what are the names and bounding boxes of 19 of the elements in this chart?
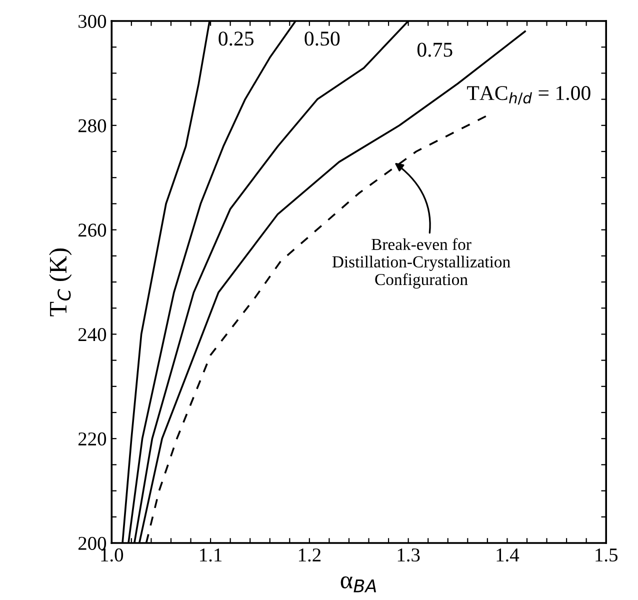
x-tick-label: 1.0	[101, 548, 124, 562]
annotation: 0.75	[417, 42, 452, 57]
y-tick-label: 200	[78, 536, 106, 550]
x-tick-label: 1.2	[298, 548, 321, 562]
annotation: Break-even for Distillation-Crystallization Configuration	[332, 238, 510, 289]
x-tick-label: 1.5	[596, 548, 618, 562]
x-tick-label: 1.1	[200, 548, 222, 562]
x-tick-label: 1.3	[398, 548, 420, 562]
x-axis-title: α$_{BA}$	[340, 576, 376, 592]
y-tick-label: 300	[78, 14, 106, 28]
annotation: 0.50	[304, 32, 340, 46]
y-tick-label: 260	[78, 224, 106, 237]
y-tick-label: 280	[78, 119, 106, 132]
y-axis-title: T$_{C}$ (K)	[49, 248, 72, 316]
y-tick-label: 220	[78, 432, 106, 446]
y-tick-label: 240	[78, 328, 106, 342]
x-tick-label: 1.4	[496, 548, 520, 562]
annotation: TAC$_{h/d}$ = 1.00	[467, 86, 590, 105]
annotation: 0.25	[218, 32, 254, 46]
